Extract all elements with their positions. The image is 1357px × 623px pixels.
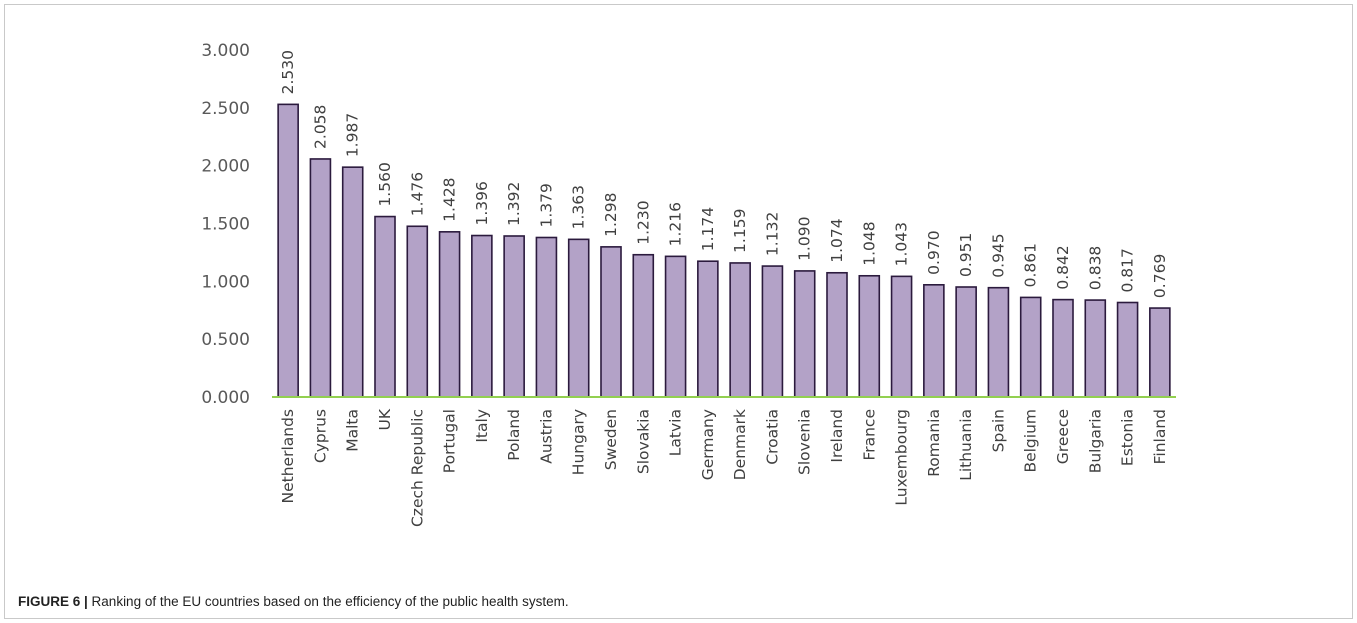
x-category-label: Germany: [699, 409, 717, 480]
bar-austria: [535, 236, 558, 398]
x-category-label: Spain: [989, 409, 1007, 452]
data-label: 0.838: [1086, 246, 1104, 290]
data-label: 2.058: [311, 105, 329, 149]
x-category-label: Netherlands: [279, 409, 297, 503]
x-category-label: Belgium: [1022, 409, 1040, 473]
x-category-label: Italy: [473, 409, 491, 443]
data-label: 1.560: [376, 162, 394, 206]
x-category-label: UK: [376, 408, 394, 430]
data-label: 1.216: [667, 202, 685, 246]
x-category-label: Finland: [1151, 409, 1169, 464]
bar-sweden: [600, 246, 622, 398]
bar-czech-republic: [406, 225, 429, 398]
bar-romania: [923, 284, 945, 398]
bar-latvia: [664, 255, 687, 398]
x-category-label: Bulgaria: [1086, 409, 1104, 473]
data-label: 0.970: [925, 230, 943, 274]
bar-spain: [987, 286, 1010, 398]
data-label: 1.048: [860, 221, 878, 265]
data-label: 1.476: [408, 172, 426, 216]
data-label: 0.769: [1151, 254, 1169, 298]
x-category-label: Czech Republic: [408, 409, 426, 527]
x-category-label: Lithuania: [957, 409, 975, 481]
x-category-label: Slovakia: [634, 409, 652, 474]
data-label: 0.842: [1054, 245, 1072, 289]
bar-poland: [503, 235, 525, 398]
x-category-label: Cyprus: [311, 409, 329, 463]
bar-slovenia: [793, 270, 816, 398]
bar-lithuania: [955, 286, 977, 398]
data-label: 0.817: [1119, 248, 1137, 292]
data-label: 1.159: [731, 209, 749, 253]
x-category-label: Greece: [1054, 409, 1072, 464]
data-label: 1.132: [763, 212, 781, 256]
bar-malta: [341, 166, 364, 398]
bar-portugal: [438, 231, 461, 398]
bar-uk: [374, 215, 396, 398]
x-category-label: Poland: [505, 409, 523, 461]
x-category-label: Austria: [537, 409, 555, 464]
data-label: 1.392: [505, 182, 523, 226]
y-tick-label: 2.000: [201, 157, 250, 177]
x-category-label: Croatia: [763, 409, 781, 465]
data-label: 0.951: [957, 233, 975, 277]
y-tick-label: 2.500: [201, 99, 250, 119]
data-label: 0.945: [989, 233, 1007, 277]
bar-bulgaria: [1084, 299, 1107, 398]
bar-estonia: [1116, 301, 1139, 398]
data-label: 1.074: [828, 218, 846, 262]
data-label: 1.428: [441, 177, 459, 221]
x-category-label: Latvia: [667, 409, 685, 456]
x-category-label: Luxembourg: [893, 409, 911, 506]
data-label: 1.043: [893, 222, 911, 266]
data-label: 1.987: [344, 113, 362, 157]
figure-caption: FIGURE 6 | Ranking of the EU countries b…: [18, 594, 569, 609]
figure-number: FIGURE 6 |: [18, 594, 88, 609]
bar-luxembourg: [890, 275, 913, 398]
x-category-label: Malta: [344, 409, 362, 452]
x-category-label: Ireland: [828, 409, 846, 463]
data-label: 1.298: [602, 192, 620, 236]
data-labels-group: 2.530 2.058 1.987 1.560 1.476 1.428 1.396 1.392…: [279, 50, 1169, 298]
x-category-label: Hungary: [570, 409, 588, 475]
data-label: 1.230: [634, 200, 652, 244]
bar-denmark: [729, 262, 751, 398]
bar-germany: [697, 260, 719, 398]
bar-belgium: [1019, 296, 1042, 398]
bar-hungary: [567, 238, 590, 398]
y-tick-label: 0.500: [201, 330, 250, 350]
y-tick-label: 1.000: [201, 272, 250, 292]
data-label: 1.174: [699, 207, 717, 251]
data-label: 1.363: [570, 185, 588, 229]
y-tick-label: 1.500: [201, 215, 250, 235]
bar-greece: [1052, 298, 1074, 398]
x-category-label: Denmark: [731, 409, 749, 480]
bar-finland: [1149, 307, 1171, 398]
data-label: 1.090: [796, 217, 814, 261]
bars-group: [277, 103, 1171, 398]
x-category-label: Sweden: [602, 409, 620, 470]
x-category-label: Estonia: [1119, 409, 1137, 466]
x-category-label: Slovenia: [796, 409, 814, 475]
x-axis-labels: Netherlands Cyprus Malta UK Czech Republic Po…: [279, 408, 1169, 527]
data-label: 0.861: [1022, 243, 1040, 287]
bar-netherlands: [277, 103, 299, 398]
data-label: 1.396: [473, 181, 491, 225]
bar-cyprus: [309, 158, 332, 398]
caption-text: Ranking of the EU countries based on the…: [87, 594, 569, 609]
bar-ireland: [826, 271, 848, 398]
y-tick-label: 3.000: [201, 41, 250, 61]
bar-france: [858, 274, 881, 398]
data-label: 2.530: [279, 50, 297, 94]
bar-slovakia: [632, 253, 655, 398]
bar-croatia: [761, 265, 784, 398]
data-label: 1.379: [537, 183, 555, 227]
x-category-label: Portugal: [441, 409, 459, 473]
x-category-label: Romania: [925, 409, 943, 477]
bar-chart: 0.000 0.500 1.000 1.500 2.000 2.500 3.000 2.53…: [201, 41, 1176, 527]
y-tick-label: 0.000: [201, 388, 250, 408]
x-category-label: France: [860, 409, 878, 461]
y-axis-ticks: 0.000 0.500 1.000 1.500 2.000 2.500 3.000: [201, 41, 250, 408]
bar-italy: [471, 234, 493, 398]
